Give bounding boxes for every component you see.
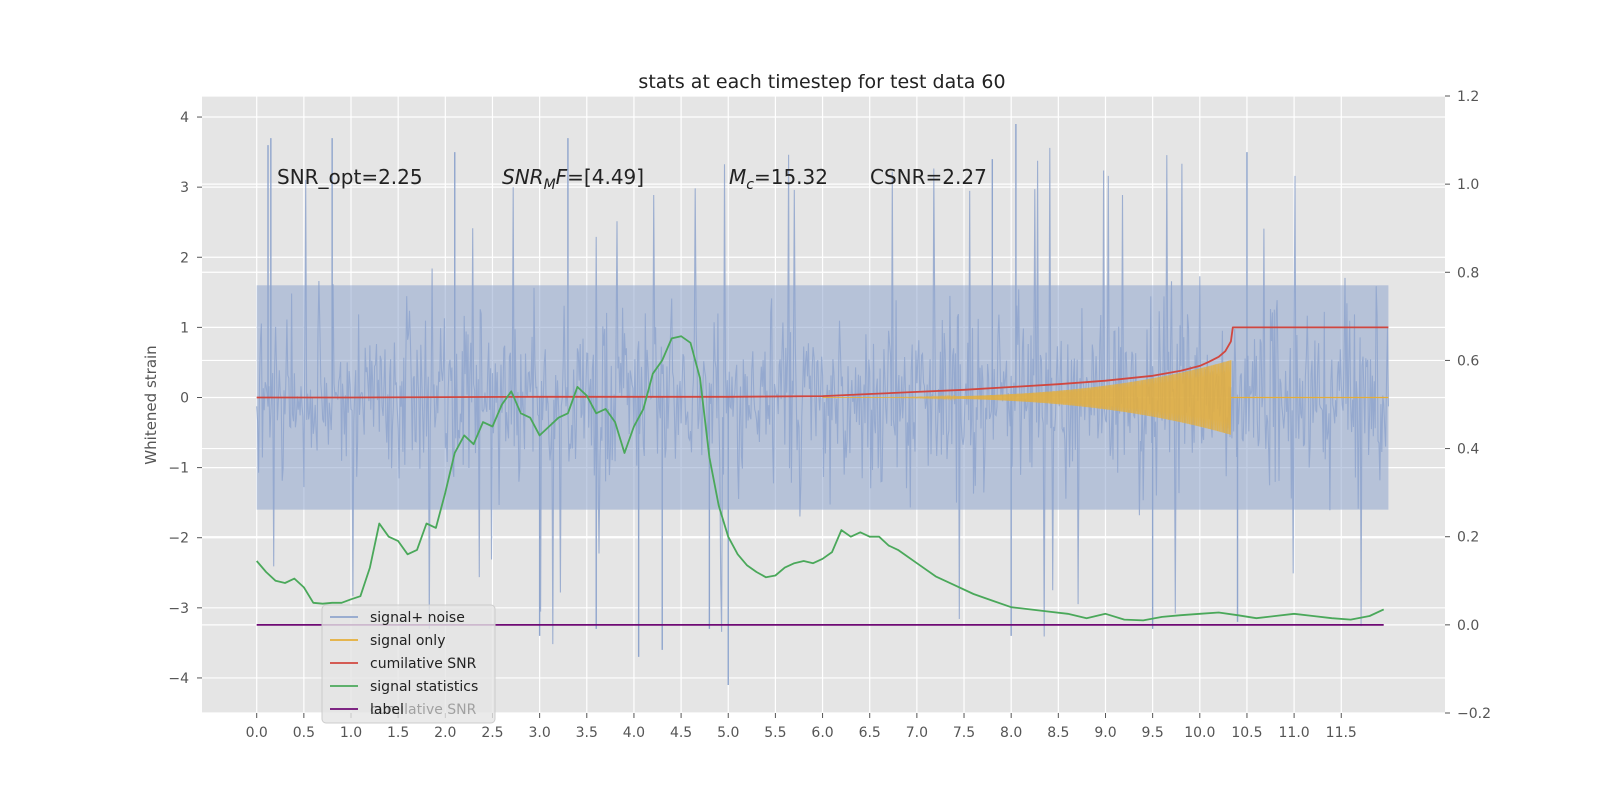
annotation-snr-opt: SNR_opt=2.25 xyxy=(277,165,423,189)
legend-ghost-label: cumilative SNR xyxy=(370,702,477,718)
x-tick-label: 0.0 xyxy=(246,725,268,741)
x-tick-label: 0.5 xyxy=(293,725,315,741)
x-tick-label: 1.0 xyxy=(340,725,362,741)
annotation-chirp-mass-sub: c xyxy=(746,177,754,193)
y-tick-label: 1 xyxy=(180,320,189,336)
chart-title: stats at each timestep for test data 60 xyxy=(638,71,1005,93)
x-tick-label: 5.0 xyxy=(717,725,739,741)
y-tick-label: 3 xyxy=(180,180,189,196)
x-tick-label: 8.0 xyxy=(1000,725,1022,741)
legend-items: signal+ noise signal only cumilative SNR si… xyxy=(330,610,478,718)
y-tick-label: −3 xyxy=(168,601,189,617)
y2-tick-label: 0.6 xyxy=(1457,353,1479,369)
legend: cumilative SNR signal+ noise signal only c… xyxy=(321,604,496,724)
legend-box xyxy=(321,604,496,724)
annotation-snr-mf-sub: M xyxy=(544,177,556,193)
x-tick-label: 4.5 xyxy=(670,725,692,741)
x-tick-label: 9.5 xyxy=(1142,725,1164,741)
x-tick-label: 3.5 xyxy=(576,725,598,741)
legend-label: cumilative SNR xyxy=(370,656,477,672)
legend-label: signal statistics xyxy=(370,679,478,695)
x-tick-label: 11.0 xyxy=(1279,725,1310,741)
y-axis-title: Whitened strain xyxy=(142,345,160,464)
x-tick-label: 10.0 xyxy=(1184,725,1215,741)
y2-tick-label: −0.2 xyxy=(1457,706,1491,722)
y-tick-label: 2 xyxy=(180,250,189,266)
x-tick-label: 11.5 xyxy=(1326,725,1357,741)
x-tick-label: 6.0 xyxy=(811,725,833,741)
x-tick-label: 6.5 xyxy=(859,725,881,741)
annotation-snr-mf-main: SNR xyxy=(502,165,544,189)
annotation-chirp-mass-value: =15.32 xyxy=(754,165,828,189)
signal-only-series xyxy=(822,360,1389,435)
x-tick-label: 7.5 xyxy=(953,725,975,741)
y2-tick-label: 0.2 xyxy=(1457,530,1479,546)
annotation-csnr: CSNR=2.27 xyxy=(870,165,987,189)
x-tick-label: 2.5 xyxy=(481,725,503,741)
x-tick-label: 3.0 xyxy=(528,725,550,741)
y2-tick-label: 1.2 xyxy=(1457,89,1479,105)
signal-only-line xyxy=(822,360,1232,435)
x-axis: 0.0 0.5 1.0 1.5 2.0 2.5 3.0 3.5 4.0 4.5 5.0 5.5 6.0 6… xyxy=(246,713,1357,741)
legend-label: signal only xyxy=(370,633,445,649)
x-tick-label: 5.5 xyxy=(764,725,786,741)
x-tick-label: 2.0 xyxy=(434,725,456,741)
annotation-snr-mf: SNRMF=[4.49] xyxy=(502,165,644,193)
x-tick-label: 4.0 xyxy=(623,725,645,741)
annotation-chirp-mass: Mc=15.32 xyxy=(729,165,828,193)
y-tick-label: −2 xyxy=(168,531,189,547)
y-axis-right: 1.2 1.0 0.8 0.6 0.4 0.2 0.0 −0.2 xyxy=(1445,89,1491,722)
x-tick-label: 8.5 xyxy=(1047,725,1069,741)
annotation-snr-mf-tail: F xyxy=(556,165,568,189)
legend-label: label xyxy=(370,702,404,718)
signal-statistics-line xyxy=(256,335,1385,622)
y-tick-label: −4 xyxy=(168,671,189,687)
y-tick-label: 0 xyxy=(180,390,189,406)
y2-tick-label: 0.0 xyxy=(1457,618,1479,634)
legend-label: signal+ noise xyxy=(370,610,465,626)
y-axis-left: 4 3 2 1 0 −1 −2 −3 −4 xyxy=(168,110,202,687)
x-tick-label: 9.0 xyxy=(1094,725,1116,741)
x-tick-label: 1.5 xyxy=(387,725,409,741)
y-tick-label: −1 xyxy=(168,461,189,477)
y2-tick-label: 0.4 xyxy=(1457,442,1479,458)
x-tick-label: 10.5 xyxy=(1231,725,1262,741)
annotation-chirp-mass-main: M xyxy=(729,165,746,189)
x-tick-label: 7.0 xyxy=(906,725,928,741)
legend-ghost-entry: cumilative SNR xyxy=(370,702,477,718)
annotation-snr-mf-value: =[4.49] xyxy=(567,165,644,189)
y-tick-label: 4 xyxy=(180,110,189,126)
y2-tick-label: 1.0 xyxy=(1457,177,1479,193)
y2-tick-label: 0.8 xyxy=(1457,265,1479,281)
